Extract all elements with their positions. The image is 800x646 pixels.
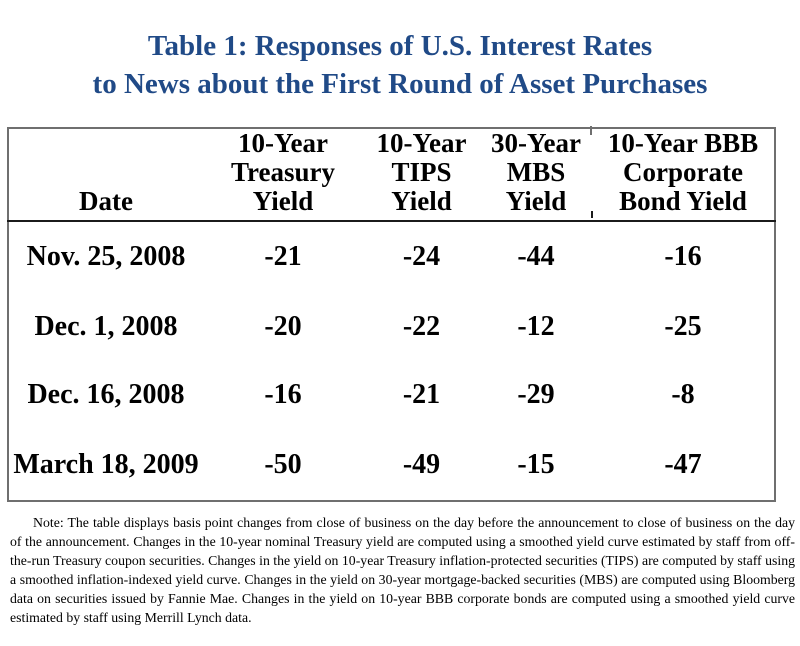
header-line: Yield <box>391 186 452 216</box>
value-cell: -16 <box>264 379 302 411</box>
value-cell: -49 <box>402 448 441 480</box>
column-divider-tick-top <box>590 126 592 135</box>
header-line: Date <box>79 186 133 216</box>
value-cell: -12 <box>517 310 555 342</box>
header-line: Treasury <box>231 157 335 187</box>
value-cell: -16 <box>664 241 702 273</box>
table-title: Table 1: Responses of U.S. Interest Rate… <box>0 27 800 103</box>
value-cell: -8 <box>671 379 695 411</box>
table-row: Nov. 25, 2008 -21 -24 -44 -16 <box>8 221 775 292</box>
title-line-2: to News about the First Round of Asset P… <box>92 68 708 100</box>
header-line: TIPS <box>391 157 452 187</box>
value-cell: -24 <box>402 241 441 273</box>
header-line: Bond Yield <box>619 186 747 216</box>
value-cell: -47 <box>664 448 702 480</box>
value-cell: -15 <box>517 448 555 480</box>
title-line-1: Table 1: Responses of U.S. Interest Rate… <box>147 30 653 62</box>
value-cell: -50 <box>264 448 302 480</box>
col-header-mbs: 30-Year MBS Yield <box>480 128 592 222</box>
col-header-date: Date <box>8 128 203 222</box>
rates-table-container: Date 10-Year Treasury Yield 10-Year TIPS… <box>7 126 776 502</box>
header-line: 10-Year BBB <box>607 128 759 158</box>
date-cell: Dec. 1, 2008 <box>34 310 178 342</box>
value-cell: -25 <box>664 310 702 342</box>
col-header-bbb: 10-Year BBB Corporate Bond Yield <box>592 128 775 222</box>
value-cell: -22 <box>402 310 441 342</box>
value-cell: -20 <box>264 310 302 342</box>
header-line: Corporate <box>623 157 743 187</box>
col-header-treasury: 10-Year Treasury Yield <box>203 128 363 222</box>
header-row: Date 10-Year Treasury Yield 10-Year TIPS… <box>8 128 775 222</box>
date-cell: Dec. 16, 2008 <box>27 379 185 411</box>
table-note: Note: The table displays basis point cha… <box>10 515 795 625</box>
table-row: Dec. 16, 2008 -16 -21 -29 -8 <box>8 361 775 430</box>
value-cell: -21 <box>264 241 302 273</box>
column-divider-tick-mid <box>591 211 593 218</box>
col-header-tips: 10-Year TIPS Yield <box>363 128 480 222</box>
header-line: 10-Year <box>376 128 467 158</box>
header-line: MBS <box>506 157 566 187</box>
header-line: Yield <box>505 186 567 216</box>
value-cell: -44 <box>517 241 555 273</box>
date-cell: Nov. 25, 2008 <box>26 241 186 273</box>
table-row: Dec. 1, 2008 -20 -22 -12 -25 <box>8 292 775 361</box>
value-cell: -21 <box>402 379 441 411</box>
value-cell: -29 <box>517 379 555 411</box>
header-line: 10-Year <box>238 128 328 158</box>
date-cell: March 18, 2009 <box>13 448 199 480</box>
header-line: Yield <box>252 186 314 216</box>
rates-table: Date 10-Year Treasury Yield 10-Year TIPS… <box>7 127 776 502</box>
table-row: March 18, 2009 -50 -49 -15 -47 <box>8 430 775 501</box>
header-line: 30-Year <box>491 128 581 158</box>
